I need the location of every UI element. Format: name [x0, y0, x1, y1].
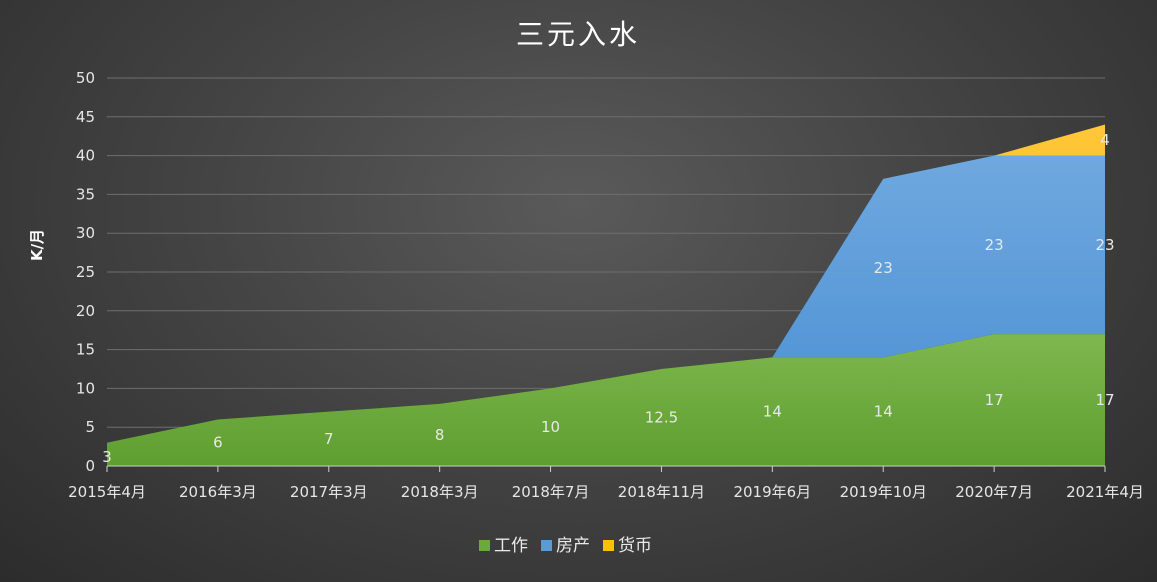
x-tick-label: 2019年10月	[840, 483, 927, 501]
data-label: 3	[102, 448, 112, 466]
y-tick-label: 15	[76, 341, 95, 359]
y-tick-label: 50	[76, 69, 95, 87]
y-axis-label: K/月	[28, 229, 46, 261]
x-tick-label: 2018年3月	[401, 483, 479, 501]
data-label: 10	[541, 418, 560, 436]
data-label: 23	[874, 259, 893, 277]
x-tick-label: 2018年11月	[618, 483, 705, 501]
legend-swatch	[603, 540, 614, 551]
x-axis: 2015年4月 2016年3月 2017年3月 2018年3月 2018年7月 2018年…	[68, 465, 1144, 501]
data-label: 7	[324, 430, 334, 448]
gridlines	[107, 77, 1105, 428]
legend: 工作 房产 货币	[479, 536, 652, 556]
y-tick-label: 35	[76, 185, 95, 203]
y-tick-label: 10	[76, 379, 95, 397]
legend-label: 工作	[494, 536, 528, 556]
legend-swatch	[479, 540, 490, 551]
y-axis-ticks: 0 5 10 15 20 25 30 35 40 45 50	[76, 69, 95, 475]
data-label: 17	[985, 391, 1004, 409]
area-0	[107, 334, 1105, 466]
x-tick-label: 2017年3月	[290, 483, 368, 501]
y-tick-label: 25	[76, 263, 95, 281]
y-tick-label: 0	[85, 457, 95, 475]
area-1	[107, 155, 1105, 443]
y-tick-label: 30	[76, 224, 95, 242]
data-label: 4	[1100, 131, 1110, 149]
y-tick-label: 20	[76, 302, 95, 320]
y-tick-label: 45	[76, 108, 95, 126]
x-tick-label: 2018年7月	[512, 483, 590, 501]
data-label: 23	[985, 236, 1004, 254]
data-label: 14	[763, 403, 782, 421]
y-tick-label: 5	[85, 418, 95, 436]
legend-swatch	[541, 540, 552, 551]
x-tick-label: 2021年4月	[1066, 483, 1144, 501]
x-tick-label: 2016年3月	[179, 483, 257, 501]
data-label: 6	[213, 434, 223, 452]
x-tick-label: 2020年7月	[955, 483, 1033, 501]
data-label: 23	[1095, 236, 1114, 254]
x-tick-label: 2019年6月	[733, 483, 811, 501]
data-labels: 3 6 7 8 10 12.5 14 14 17 17 23 23 23 4	[102, 131, 1114, 466]
area-series	[107, 124, 1105, 466]
legend-label: 房产	[556, 536, 590, 556]
data-label: 8	[435, 426, 445, 444]
legend-label: 货币	[618, 536, 652, 556]
chart-title: 三元入水	[516, 18, 640, 51]
data-label: 17	[1095, 391, 1114, 409]
y-tick-label: 40	[76, 147, 95, 165]
data-label: 12.5	[645, 409, 678, 427]
data-label: 14	[874, 403, 893, 421]
x-tick-label: 2015年4月	[68, 483, 146, 501]
